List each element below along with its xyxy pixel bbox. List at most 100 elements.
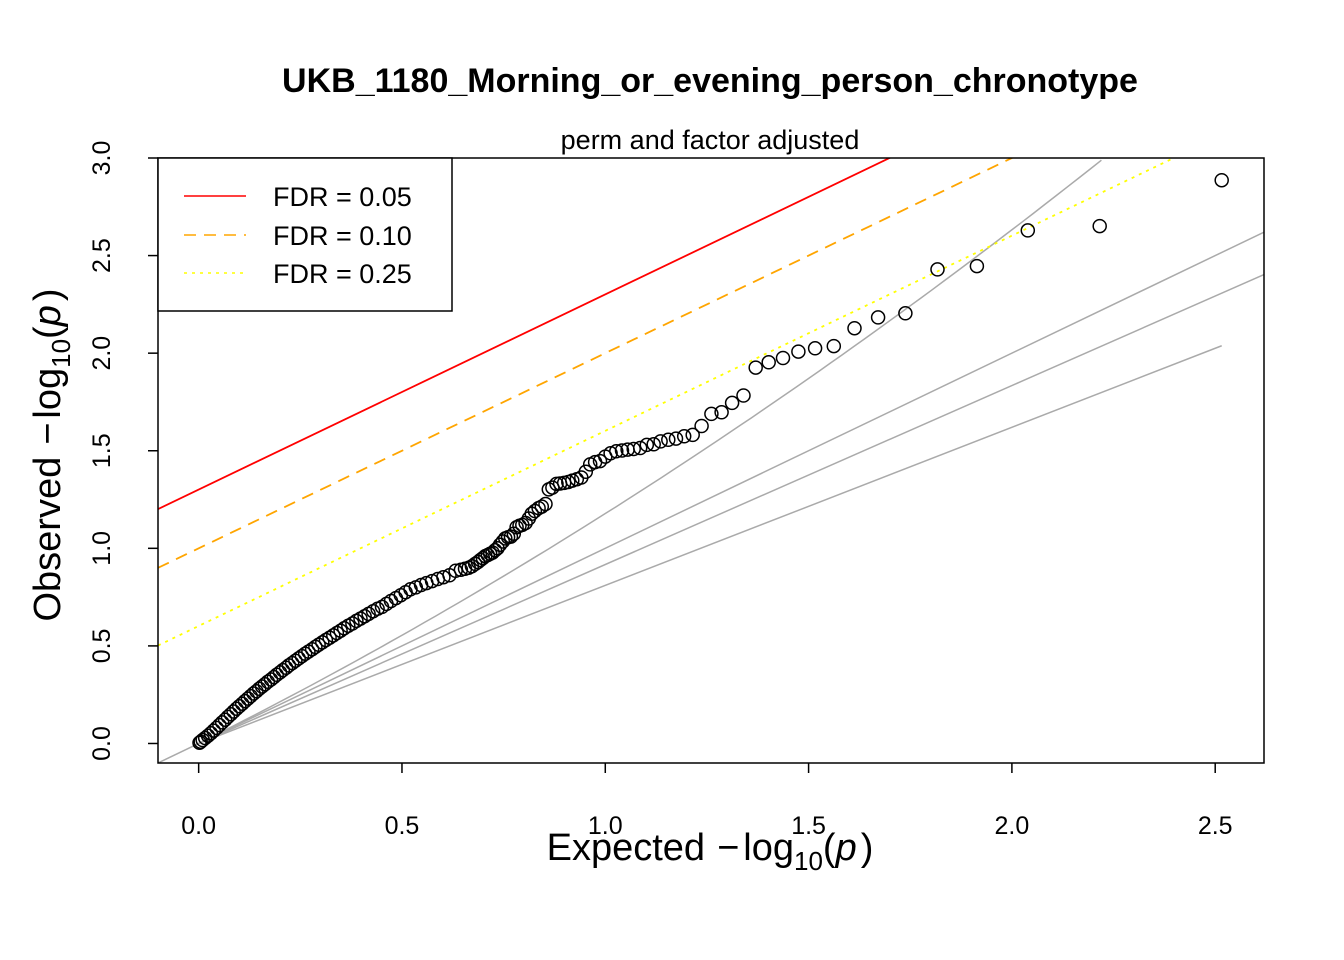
legend-label-fdr-010: FDR = 0.10 — [273, 221, 412, 251]
x-tick-label: 2.0 — [995, 812, 1030, 840]
y-axis-label-var: p — [27, 305, 69, 327]
chart-title: UKB_1180_Morning_or_evening_person_chron… — [282, 62, 1138, 100]
y-tick-label: 1.5 — [88, 433, 116, 468]
qq-point — [582, 457, 598, 472]
qq-point — [349, 613, 364, 629]
qq-point — [898, 306, 913, 321]
qq-point — [685, 427, 700, 443]
x-axis-label-open-paren: ( — [823, 827, 836, 869]
x-axis: 0.0 0.5 1.0 1.5 2.0 2.5 — [181, 763, 1233, 840]
qq-point — [490, 541, 505, 556]
plot-frame — [157, 157, 1265, 764]
qq-point — [646, 437, 661, 452]
y-tick-label: 2.5 — [88, 238, 116, 273]
x-axis-label: Expected − log10(p) — [547, 827, 874, 876]
chart-subtitle: perm and factor adjusted — [561, 125, 860, 155]
qq-point — [847, 320, 862, 336]
qq-point — [578, 464, 594, 480]
reference-curve-upper — [198, 159, 1102, 745]
qq-point — [870, 310, 886, 325]
x-axis-label-log: log — [743, 827, 794, 869]
y-axis: 0.0 0.5 1.0 1.5 2.0 2.5 3.0 — [88, 141, 158, 761]
reference-line-lower-2 — [198, 345, 1222, 745]
qq-point — [969, 258, 985, 274]
qq-point — [592, 453, 608, 469]
qq-point — [614, 443, 630, 458]
qq-point — [626, 441, 641, 457]
qq-point — [791, 344, 806, 359]
qq-point — [195, 732, 210, 748]
y-axis-label-base: 10 — [46, 339, 76, 368]
qq-point — [704, 406, 719, 422]
qq-point — [1214, 172, 1229, 188]
y-tick-label: 2.0 — [88, 336, 116, 371]
qq-point — [668, 431, 684, 446]
y-axis-label: Observed − log10(p) — [27, 288, 76, 621]
qq-point — [318, 632, 334, 648]
x-axis-label-close-paren: ) — [861, 827, 874, 869]
qq-point — [246, 686, 261, 701]
y-axis-label-minus: − — [27, 423, 69, 445]
y-tick-label: 1.0 — [88, 531, 116, 566]
qq-point — [379, 596, 394, 612]
qq-point — [383, 593, 399, 609]
qq-point — [341, 618, 356, 634]
qq-point — [538, 496, 553, 512]
qq-point — [639, 437, 655, 453]
qq-point — [214, 715, 230, 730]
x-tick-label: 0.5 — [385, 812, 420, 840]
qq-point — [653, 434, 668, 449]
x-tick-label: 2.5 — [1198, 812, 1233, 840]
qq-point — [393, 587, 409, 603]
qq-point — [322, 630, 337, 645]
y-tick-label: 3.0 — [88, 141, 116, 176]
qq-point — [620, 442, 635, 457]
x-axis-label-minus: − — [717, 827, 739, 869]
y-tick-label: 0.0 — [88, 726, 116, 761]
y-axis-label-open-paren: ( — [27, 326, 69, 339]
legend-label-fdr-025: FDR = 0.25 — [273, 259, 412, 289]
qq-point — [326, 628, 341, 643]
qq-point — [453, 562, 469, 578]
qq-point — [193, 734, 208, 749]
qq-point — [826, 338, 842, 354]
qq-point — [237, 693, 253, 709]
qq-point — [775, 350, 791, 366]
qq-point — [930, 262, 945, 277]
qq-point — [1092, 218, 1107, 234]
qq-point — [549, 476, 564, 492]
fdr-line-1 — [158, 158, 1014, 569]
qq-point — [714, 405, 729, 420]
legend: FDR = 0.05 FDR = 0.10 FDR = 0.25 — [157, 157, 453, 312]
qq-point — [232, 698, 247, 714]
legend-label-fdr-005: FDR = 0.05 — [273, 182, 412, 212]
qq-point — [329, 625, 345, 641]
lines-layer — [158, 158, 1264, 763]
x-tick-label: 0.0 — [181, 812, 216, 840]
reference-identity-line — [158, 231, 1264, 763]
x-axis-label-prefix: Expected — [547, 827, 705, 869]
qq-point — [676, 429, 692, 444]
qq-point — [694, 418, 709, 434]
x-axis-label-var: p — [835, 827, 857, 869]
qq-point — [492, 537, 508, 553]
qq-point — [724, 395, 740, 411]
y-axis-label-prefix: Observed — [27, 457, 69, 622]
qq-point — [736, 388, 751, 403]
qq-point — [541, 482, 557, 497]
reference-line-lower-1 — [198, 273, 1264, 745]
qq-point — [748, 360, 763, 375]
fdr-line-0 — [158, 158, 892, 510]
y-axis-label-close-paren: ) — [27, 288, 69, 301]
qq-point — [661, 432, 676, 448]
qq-point — [761, 355, 776, 370]
x-tick-label: 1.5 — [791, 812, 826, 840]
qq-point — [333, 623, 348, 638]
qq-point — [807, 341, 823, 356]
y-axis-label-log: log — [27, 368, 69, 419]
x-axis-label-base: 10 — [794, 846, 823, 876]
qq-point — [243, 688, 258, 704]
points-layer — [192, 172, 1229, 750]
qq-point — [1020, 223, 1036, 238]
